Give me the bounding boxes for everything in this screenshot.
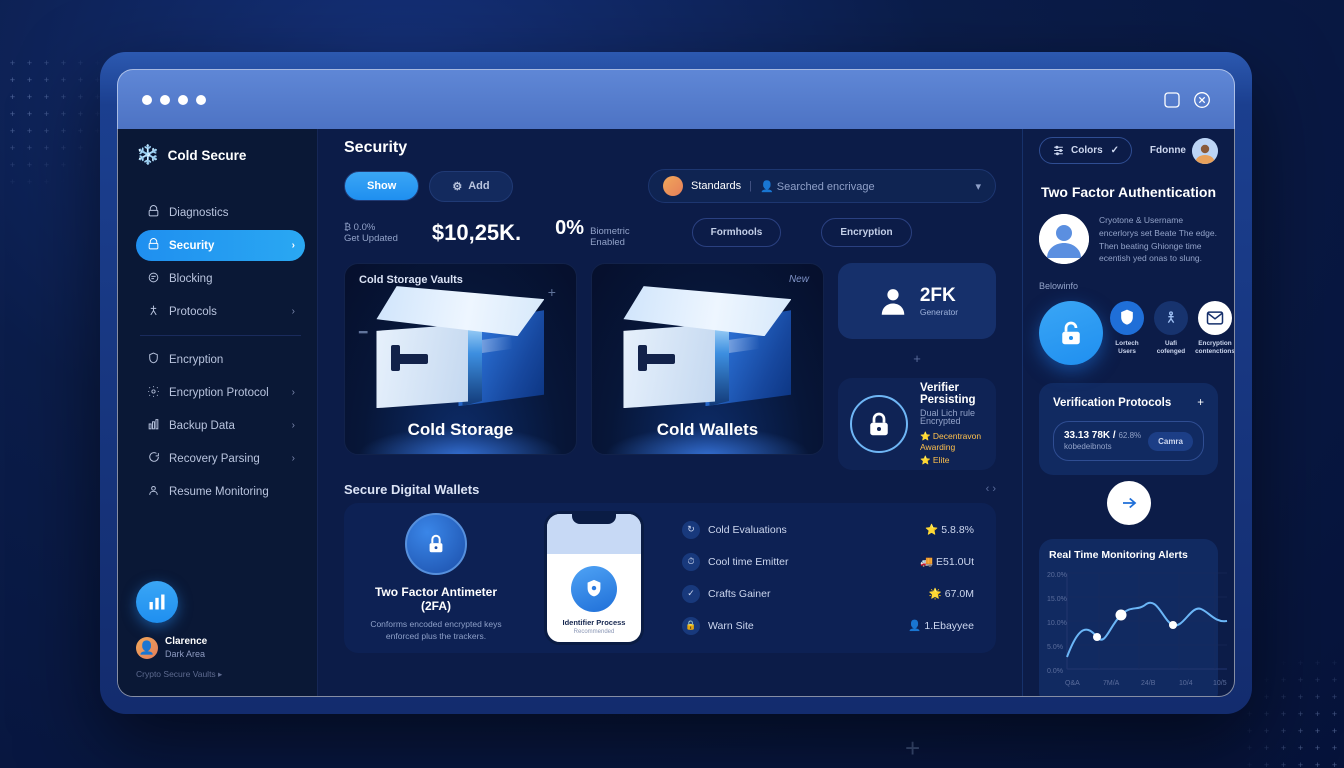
svg-text:24/B: 24/B [1141,680,1156,687]
svg-text:10.0%: 10.0% [1047,620,1067,627]
svg-text:7M/A: 7M/A [1103,680,1120,687]
svg-text:Q&A: Q&A [1065,680,1080,687]
svg-text:15.0%: 15.0% [1047,596,1067,603]
svg-text:5.0%: 5.0% [1047,644,1063,651]
svg-text:20.0%: 20.0% [1047,572,1067,579]
svg-text:10/5: 10/5 [1213,680,1227,687]
svg-text:10/4: 10/4 [1179,680,1193,687]
svg-text:0.0%: 0.0% [1047,668,1063,675]
